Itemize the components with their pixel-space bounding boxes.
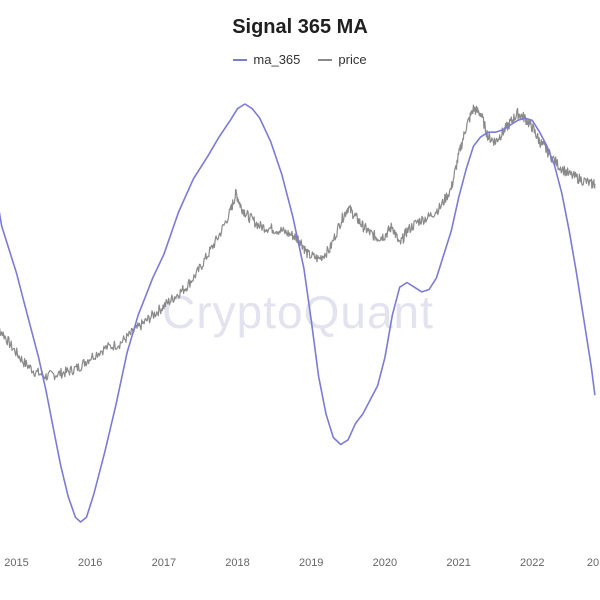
legend-item-ma-365[interactable]: ma_365 bbox=[233, 52, 300, 67]
series-line-price bbox=[0, 104, 596, 381]
x-tick-label: 2020 bbox=[373, 557, 397, 569]
legend-swatch-price bbox=[318, 58, 333, 61]
x-tick-label: 2019 bbox=[299, 557, 323, 569]
legend-item-price[interactable]: price bbox=[318, 52, 367, 67]
chart-title: Signal 365 MA bbox=[232, 16, 368, 38]
x-axis-ticks: 2015 2016 2017 2018 2019 2020 2021 2022 20 bbox=[4, 557, 599, 569]
x-tick-label: 2021 bbox=[446, 557, 470, 569]
series-line-ma-365 bbox=[0, 103, 596, 523]
x-tick-label: 2016 bbox=[78, 557, 102, 569]
legend-swatch-ma-365 bbox=[233, 58, 248, 61]
watermark: CryptoQuant bbox=[162, 286, 434, 338]
legend: ma_365 price bbox=[0, 52, 600, 67]
legend-label-price: price bbox=[338, 52, 367, 67]
x-tick-label: 2022 bbox=[520, 557, 544, 569]
x-tick-label: 2017 bbox=[152, 557, 176, 569]
x-tick-label: 20 bbox=[587, 557, 599, 569]
series-layer bbox=[0, 103, 596, 523]
x-tick-label: 2015 bbox=[4, 557, 28, 569]
x-tick-label: 2018 bbox=[225, 557, 249, 569]
legend-label-ma-365: ma_365 bbox=[253, 52, 301, 67]
